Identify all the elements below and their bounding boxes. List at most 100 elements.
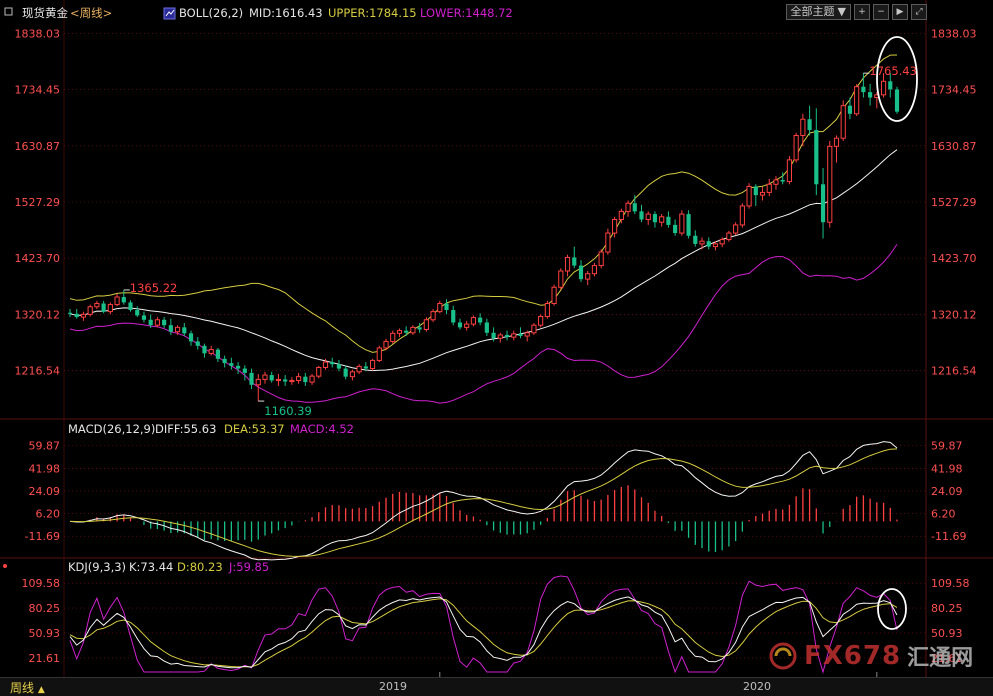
candle-body-up xyxy=(733,224,739,234)
period-selector[interactable]: 周线 ▲ xyxy=(10,679,45,696)
candle-body-down xyxy=(868,92,873,98)
candle-body-down xyxy=(417,327,422,330)
macd-left-tick: 24.09 xyxy=(29,485,61,498)
price-highlight-circle xyxy=(876,36,918,122)
candle-body-up xyxy=(679,213,685,234)
candle-body-up xyxy=(833,137,840,147)
candle-body-down xyxy=(343,368,348,377)
candle-body-down xyxy=(706,241,711,247)
price-annotations: 1765.43 1160.39 1365.22 xyxy=(123,64,917,418)
macd-right-tick: -11.69 xyxy=(931,530,966,543)
price-right-tick: 1838.03 xyxy=(931,28,977,41)
zoom-out-icon[interactable]: − xyxy=(873,4,889,20)
price-right-tick: 1320.12 xyxy=(931,308,977,321)
candle-body-down xyxy=(336,364,342,369)
candle-body-up xyxy=(699,240,705,245)
kdj-name: KDJ(9,3,3) xyxy=(68,560,126,574)
candle-body-up xyxy=(174,326,181,333)
candle-body-up xyxy=(289,379,295,383)
candle-body-up xyxy=(759,191,766,196)
candle-body-down xyxy=(215,349,221,359)
candle-body-up xyxy=(659,216,665,223)
candle-body-up xyxy=(840,105,846,139)
bottom-axis-bar: 周线 ▲ 2019 2020 xyxy=(0,677,993,696)
macd-name: MACD(26,12,9) xyxy=(68,422,155,436)
period-tag: <周线> xyxy=(70,6,112,20)
expand-icon[interactable]: ⤢ xyxy=(911,4,927,20)
candle-body-up xyxy=(208,349,214,354)
candle-body-down xyxy=(666,216,671,225)
price-right-tick: 1527.29 xyxy=(931,196,977,209)
candle-body-down xyxy=(639,211,644,220)
kdj-left-tick: 50.93 xyxy=(29,627,61,640)
kdj-d-value: D:80.23 xyxy=(177,560,223,574)
candle-body-up xyxy=(275,378,282,381)
candle-body-up xyxy=(356,365,362,373)
theme-selector[interactable]: 全部主题 ▼ xyxy=(785,4,851,20)
candle-body-up xyxy=(376,347,382,361)
boll-lower-value: LOWER:1448.72 xyxy=(420,6,513,20)
price-right-tick: 1216.54 xyxy=(931,364,977,377)
candle-body-down xyxy=(888,81,893,90)
candle-body-up xyxy=(585,273,591,280)
candle-body-down xyxy=(820,184,826,223)
macd-value: MACD:4.52 xyxy=(290,422,354,436)
boll-lower-line xyxy=(69,244,898,404)
candle-body-up xyxy=(114,296,120,306)
candle-body-down xyxy=(814,130,819,185)
macd-histogram xyxy=(76,485,898,553)
macd-diff-line xyxy=(69,441,898,561)
candle-body-up xyxy=(544,303,550,318)
price-left-tick: 1216.54 xyxy=(15,364,61,377)
candle-body-up xyxy=(625,202,631,212)
candle-body-down xyxy=(188,333,194,342)
candle-body-up xyxy=(369,359,376,370)
candle-body-up xyxy=(524,332,530,337)
x-label-2019: 2019 xyxy=(379,680,407,693)
candle-body-down xyxy=(148,319,153,326)
candle-body-down xyxy=(491,332,496,339)
candle-body-down xyxy=(135,310,140,316)
watermark: FX678 汇通网 xyxy=(768,640,973,672)
candle-body-up xyxy=(316,366,322,377)
candle-body-up xyxy=(854,86,860,115)
panel-frames xyxy=(0,0,993,677)
candle-body-down xyxy=(572,257,577,266)
candle-body-up xyxy=(309,375,315,383)
instrument-name: 现货黄金 xyxy=(22,6,68,20)
candle-body-up xyxy=(423,319,429,331)
candle-body-up xyxy=(564,256,571,272)
candle-body-down xyxy=(451,310,456,323)
candle-body-down xyxy=(632,203,637,212)
candle-body-up xyxy=(296,376,302,381)
candle-body-down xyxy=(222,358,227,364)
price-right-tick: 1630.87 xyxy=(931,140,977,153)
candle-body-down xyxy=(121,297,126,303)
panel-toggle-icon[interactable] xyxy=(4,7,13,16)
zoom-in-icon[interactable]: + xyxy=(854,4,870,20)
candle-body-down xyxy=(652,214,658,223)
candle-body-up xyxy=(645,213,651,221)
macd-right-tick: 6.20 xyxy=(931,508,956,521)
candle-body-up xyxy=(437,303,443,313)
candle-body-up xyxy=(827,145,833,223)
candle-body-up xyxy=(262,374,268,380)
step-forward-icon[interactable]: ▶ xyxy=(892,4,908,20)
price-right-tick: 1423.70 xyxy=(931,252,977,265)
kdj-right-tick: 109.58 xyxy=(931,577,970,590)
price-gridlines xyxy=(64,33,926,371)
kdj-k-value: K:73.44 xyxy=(129,560,173,574)
candle-body-up xyxy=(390,332,396,342)
candle-body-down xyxy=(74,313,79,318)
macd-left-tick: 59.87 xyxy=(29,440,61,453)
boll-upper-line xyxy=(69,54,898,353)
price-left-tick: 1734.45 xyxy=(15,84,61,97)
candle-body-up xyxy=(598,251,604,267)
candle-body-up xyxy=(766,183,772,193)
kdj-k-line xyxy=(69,596,898,669)
candle-body-down xyxy=(404,330,409,333)
boll-upper-value: UPPER:1784.15 xyxy=(328,6,417,20)
watermark-logo-icon xyxy=(769,642,797,670)
candle-body-up xyxy=(87,306,93,315)
